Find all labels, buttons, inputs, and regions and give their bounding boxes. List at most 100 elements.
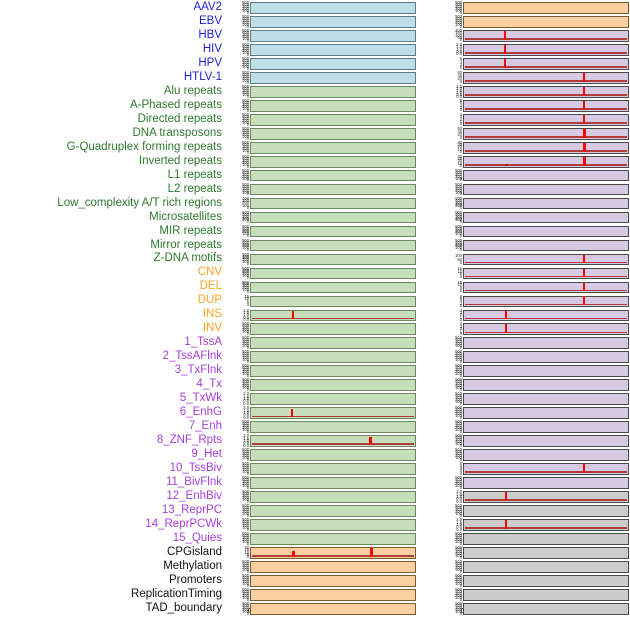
y-tick: 500 [242,573,249,579]
track-row-dna-transposons [250,127,416,140]
y-tick: 300 [242,325,249,331]
y-tick-labels: 500 400 300 200 100 0 [439,588,462,602]
y-tick: 300 [242,129,249,135]
y-tick-labels: 60 40 20 0 [439,126,462,140]
y-tick: 500 [455,181,462,187]
y-tick: 500 [242,0,249,5]
peak-marker [368,436,372,446]
y-tick-labels: 500 400 300 200 100 0 [226,126,249,140]
y-tick: 500 [455,433,462,439]
y-tick: 400 [455,533,462,539]
y-tick: 500 [242,251,249,257]
y-tick: 300 [242,185,249,191]
y-tick: 0 [246,331,249,337]
track-row-7-enh [463,421,629,434]
y-tick-labels: 500 400 300 200 100 0 [226,462,249,476]
y-tick: 200 [242,215,249,221]
row-label-cnv: CNV [197,266,222,279]
y-tick: 1.0 [243,410,249,416]
y-tick: 200 [242,481,249,487]
y-tick: 100 [455,455,462,461]
y-tick: 0 [246,359,249,365]
y-tick: 150 [455,30,462,36]
y-tick: 0 [459,373,462,379]
row-label-mir-repeats: MIR repeats [159,224,222,237]
y-tick-labels: 500 400 300 200 100 0 [439,364,462,379]
track-row-4-tx [463,379,629,392]
y-tick: 400 [242,533,249,539]
y-tick: 500 [242,209,249,215]
y-tick: 500 [242,321,249,327]
y-tick-labels: 2.0 1.5 1.0 0.5 0.0 [226,405,249,419]
y-tick: 0 [459,443,462,449]
y-tick: 10 [457,160,462,166]
y-tick: 1.0 [243,312,249,318]
y-tick: 500 [242,279,249,285]
y-tick: 300 [242,227,249,233]
row-label-9-het: 9_Het [191,448,222,461]
track-row-l1-repeats [250,169,416,182]
y-tick: 200 [455,509,462,515]
track-row-3-txflnk [463,365,629,378]
y-tick: 300 [242,535,249,541]
row-label-g-quadruplex-forming-repeats: G-Quadruplex forming repeats [66,140,222,153]
track-row-14-reprpcwk [463,519,629,531]
y-tick: 2.0 [243,391,249,397]
y-tick: 300 [242,213,249,219]
track-row-12-enhbiv [463,491,629,503]
y-tick: 300 [455,353,462,359]
track-row-inv [463,323,629,336]
y-tick: 300 [455,227,462,233]
y-tick: 0 [459,191,462,197]
y-tick-labels: 500 400 300 200 100 0 [226,0,249,14]
y-tick: 100 [242,483,249,489]
y-tick: 100 [455,483,462,489]
track-row-cnv [250,267,416,280]
y-tick-labels: 500 400 300 200 100 0 [226,42,249,56]
y-tick: 0 [246,345,249,351]
track-row-aav2 [250,2,416,14]
y-tick: 0 [459,470,462,476]
y-tick-labels: 500 400 300 200 100 0 [226,504,249,518]
y-tick: 10 [457,268,462,274]
y-tick: 400 [455,211,462,217]
y-tick: 40 [457,72,462,78]
row-label-4-tx: 4_Tx [196,378,222,391]
y-tick-labels: 500 400 300 200 100 0 [226,336,249,351]
peak-marker [582,100,586,110]
track-row-z-dna-motifs [250,253,416,266]
y-tick-labels: 400 300 200 100 0 [226,196,249,210]
y-tick: 0 [246,37,249,43]
y-tick: 0 [459,64,462,70]
y-tick: 400 [455,421,462,427]
y-tick: 100 [242,63,249,69]
peak-marker [583,128,587,138]
y-tick: 300 [242,241,249,247]
row-label-column: AAV2 EBV HBV HIV HPV HTLV-1 Alu repeats A-Phase… [0,0,222,619]
track-row-5-txwk [250,393,416,406]
row-baseline [465,135,627,138]
row-baseline [252,415,414,418]
y-tick: 500 [242,83,249,89]
y-tick: 300 [242,521,249,527]
y-tick: 400 [455,407,462,413]
row-label-directed-repeats: Directed repeats [137,112,222,125]
row-label-13-reprpc: 13_ReprPC [161,504,222,517]
y-tick: 400 [455,15,462,21]
y-tick-labels: 500 400 300 200 100 0 [439,560,462,574]
y-tick: 500 [242,181,249,187]
y-tick: 0.0 [456,51,462,57]
y-tick: 400 [242,113,249,119]
y-tick: 0 [246,387,249,393]
y-tick: 500 [242,97,249,103]
track-row-tad-boundary [463,603,629,615]
y-tick: 500 [242,153,249,159]
y-tick: 0 [246,93,249,99]
y-tick: 400 [242,602,249,608]
y-tick: 100 [455,175,462,181]
y-tick: 400 [455,561,462,567]
y-tick-labels: 500 400 300 200 100 0 [226,97,249,112]
y-tick: 500 [242,265,249,271]
y-tick: 100 [242,566,249,572]
y-tick: 200 [455,425,462,431]
